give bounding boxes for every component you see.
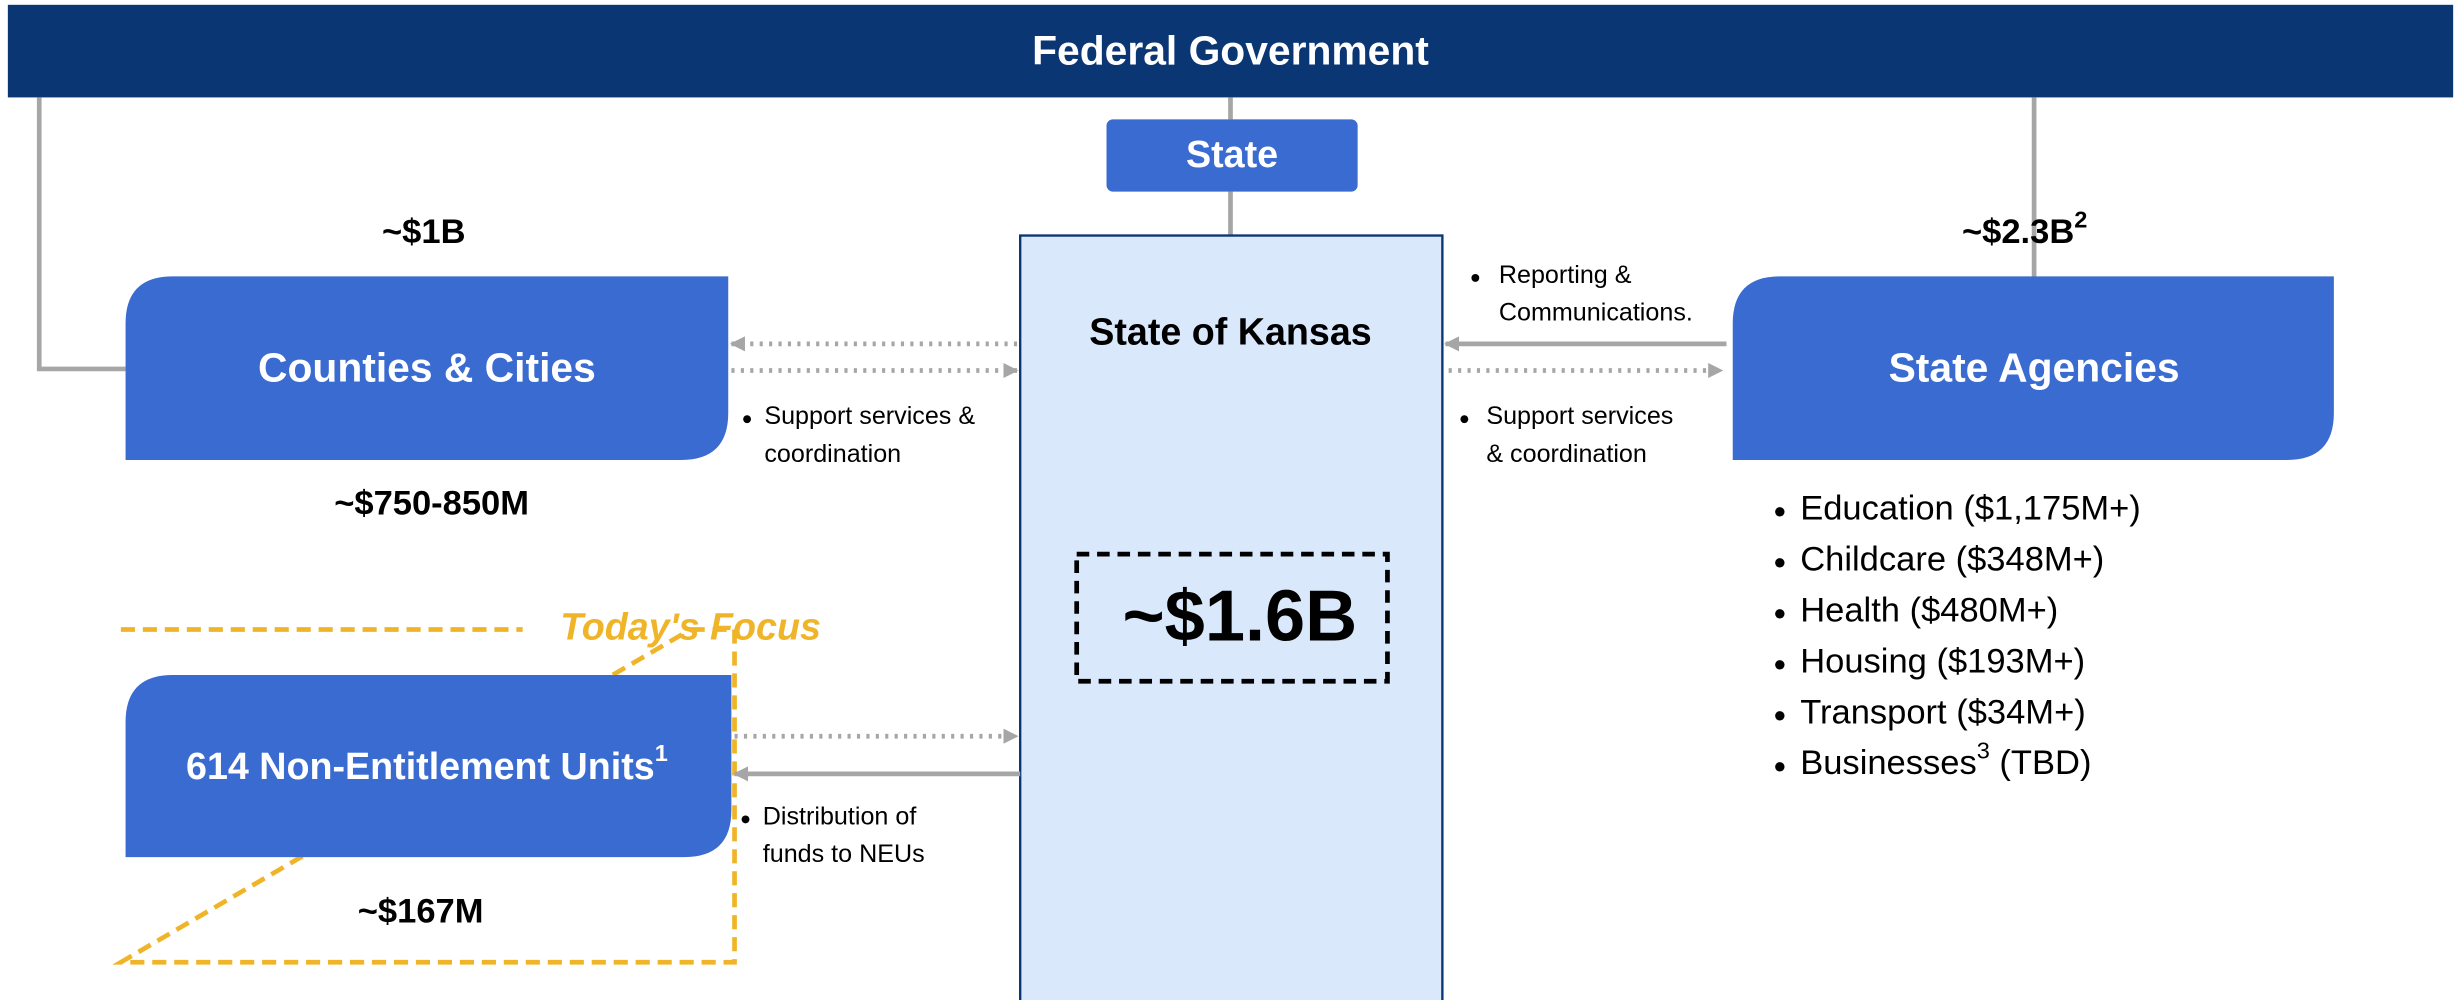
focus-label: Today's Focus [560, 605, 821, 647]
agencies-amount: ~$2.3B2 [1962, 207, 2087, 251]
bullet [1775, 711, 1785, 721]
counties-label: Counties & Cities [258, 344, 596, 390]
note: Distribution of [763, 802, 918, 830]
agency-item-suffix: (TBD) [1990, 744, 2092, 782]
header-title: Federal Government [1032, 27, 1429, 73]
neu-label: 614 Non-Entitlement Units1 [186, 740, 668, 787]
center-box [1019, 234, 1444, 1000]
center-amount: ~$1.6B [1123, 577, 1358, 657]
note: Reporting & [1499, 261, 1632, 289]
bullet [1775, 507, 1785, 517]
note: coordination [764, 440, 901, 468]
bullet [1775, 558, 1785, 568]
amount-frame [1074, 551, 1390, 684]
connector [36, 97, 126, 372]
agency-item: Education ($1,175M+) [1800, 489, 2141, 527]
state-label: State [1186, 133, 1278, 175]
bullet [1775, 762, 1785, 772]
note: Support services [1486, 402, 1673, 430]
bullet [1460, 415, 1469, 424]
neu-amount: ~$167M [358, 893, 484, 931]
agency-item: Housing ($193M+) [1800, 642, 2085, 680]
agency-item-sup: 3 [1977, 738, 1990, 764]
state-box [1106, 119, 1358, 192]
center-title: State of Kansas [1089, 310, 1372, 352]
agency-item: Transport ($34M+) [1800, 693, 2086, 731]
neu-box [125, 675, 732, 858]
agency-item: Businesses3 (TBD) [1800, 738, 2091, 782]
note: & coordination [1486, 440, 1647, 468]
counties-box [125, 276, 729, 460]
counties-amount-bottom: ~$750-850M [334, 485, 529, 523]
bullet [1471, 273, 1480, 282]
bullet [1775, 609, 1785, 619]
agency-item: Health ($480M+) [1800, 591, 2058, 629]
bullet [741, 815, 750, 824]
neu-sup: 1 [655, 740, 668, 766]
agency-item: Childcare ($348M+) [1800, 540, 2104, 578]
agency-item-text: Businesses [1800, 744, 1977, 782]
agencies-box [1732, 276, 2334, 460]
counties-amount-top: ~$1B [382, 213, 465, 251]
agencies-sup: 2 [2074, 207, 2087, 233]
header-bar [7, 4, 2454, 98]
note: Support services & [764, 402, 975, 430]
agencies-amount-text: ~$2.3B [1962, 213, 2074, 251]
agency-list: Education ($1,175M+) Childcare ($348M+) He… [1775, 489, 2141, 782]
note: Communications. [1499, 299, 1693, 327]
bullet [1775, 660, 1785, 670]
bullet [743, 415, 752, 424]
agencies-label: State Agencies [1889, 344, 2180, 390]
neu-label-text: 614 Non-Entitlement Units [186, 745, 655, 787]
note: funds to NEUs [763, 840, 925, 868]
